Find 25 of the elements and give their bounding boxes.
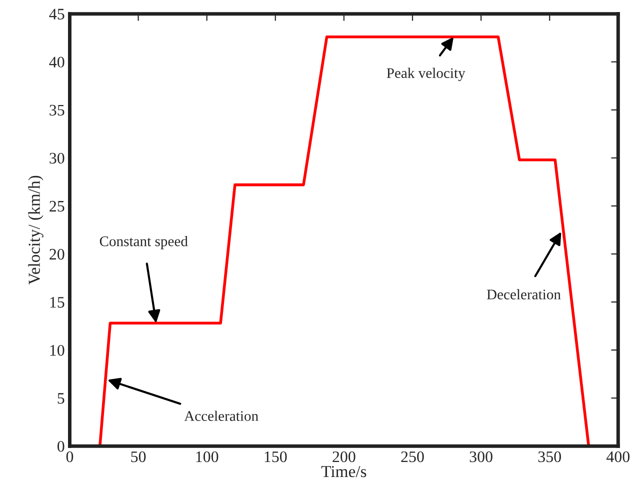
x-tick-label: 250 — [401, 451, 424, 462]
y-tick-label: 5 — [58, 393, 64, 404]
annotation: Constant speed — [100, 236, 188, 250]
y-tick-label: 25 — [50, 200, 64, 212]
y-tick-label: 40 — [49, 56, 64, 68]
y-tick-label: 0 — [58, 441, 64, 452]
x-axis-title: Time/s — [321, 466, 366, 478]
x-tick-label: 300 — [470, 451, 492, 462]
annotation: Peak velocity — [386, 68, 466, 82]
y-tick-label: 45 — [49, 8, 64, 20]
annotation: Deceleration — [486, 289, 561, 300]
y-tick-label: 20 — [50, 248, 64, 260]
x-tick-label: 150 — [264, 451, 287, 462]
annotation: Acceleration — [184, 410, 258, 421]
y-tick-label: 15 — [50, 296, 64, 308]
x-tick-label: 50 — [131, 451, 146, 462]
y-tick-label: 10 — [50, 344, 64, 356]
y-axis-title: Velocity/ (km/h) — [28, 176, 44, 285]
x-tick-label: 200 — [332, 451, 356, 462]
x-tick-label: 350 — [538, 451, 561, 462]
y-tick-label: 35 — [50, 104, 64, 116]
x-tick-label: 0 — [66, 451, 74, 462]
y-tick-label: 30 — [50, 152, 64, 164]
x-tick-label: 100 — [196, 451, 218, 462]
x-tick-label: 400 — [606, 451, 630, 462]
